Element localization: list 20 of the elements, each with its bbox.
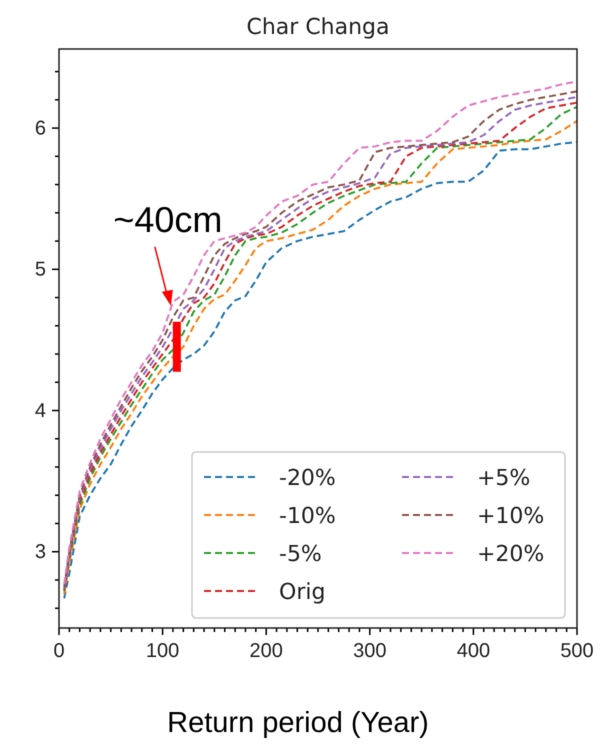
- y-tick-label: 4: [34, 400, 46, 422]
- legend-label: +5%: [477, 466, 530, 491]
- legend-label: -10%: [279, 504, 336, 529]
- x-tick-label: 500: [560, 640, 594, 662]
- x-axis-title: Return period (Year): [167, 707, 429, 739]
- y-tick-label: 6: [34, 117, 46, 140]
- x-tick-label: 0: [53, 640, 65, 662]
- x-tick-label: 300: [353, 640, 386, 662]
- y-tick-label: 5: [34, 258, 46, 281]
- legend-label: -5%: [279, 542, 322, 567]
- x-tick-label: 200: [250, 640, 283, 662]
- x-tick-label: 400: [456, 640, 490, 662]
- chart-title: Char Changa: [246, 15, 390, 40]
- legend-label: -20%: [279, 466, 336, 491]
- legend-label: +10%: [477, 504, 544, 529]
- y-tick-label: 3: [34, 541, 46, 564]
- legend-label: +20%: [477, 542, 544, 567]
- annotation: ~40cm: [113, 198, 222, 240]
- x-tick-label: 100: [146, 640, 180, 662]
- legend-label: Orig: [279, 580, 326, 605]
